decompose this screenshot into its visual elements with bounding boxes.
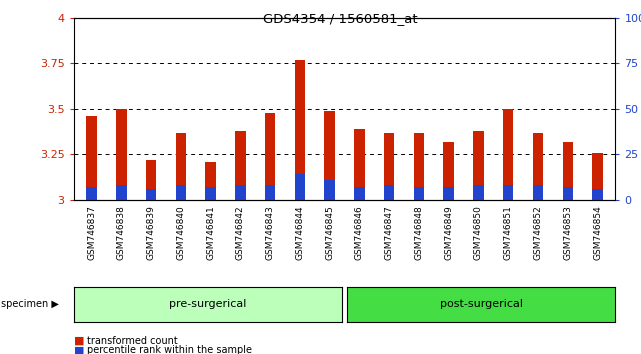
Bar: [592, 189, 603, 200]
Bar: [116, 185, 126, 200]
Text: pre-surgerical: pre-surgerical: [169, 299, 247, 309]
Text: GSM746837: GSM746837: [87, 206, 96, 261]
Bar: [146, 189, 156, 200]
Text: GSM746843: GSM746843: [265, 206, 274, 260]
Text: GSM746838: GSM746838: [117, 206, 126, 261]
Bar: [146, 160, 156, 200]
Bar: [563, 187, 573, 200]
Text: GSM746840: GSM746840: [176, 206, 185, 260]
Text: GSM746844: GSM746844: [296, 206, 304, 260]
Bar: [384, 132, 394, 200]
Bar: [295, 175, 305, 200]
Text: GSM746849: GSM746849: [444, 206, 453, 260]
Bar: [444, 142, 454, 200]
Text: GSM746847: GSM746847: [385, 206, 394, 260]
Text: GSM746851: GSM746851: [504, 206, 513, 261]
Bar: [116, 109, 126, 200]
Bar: [265, 113, 276, 200]
Bar: [503, 185, 513, 200]
Text: GSM746848: GSM746848: [415, 206, 424, 260]
Bar: [592, 153, 603, 200]
Text: GSM746852: GSM746852: [533, 206, 542, 260]
Bar: [444, 187, 454, 200]
Bar: [324, 180, 335, 200]
Bar: [354, 187, 365, 200]
Bar: [205, 187, 216, 200]
Bar: [235, 185, 246, 200]
Bar: [295, 59, 305, 200]
Bar: [413, 187, 424, 200]
Text: ■: ■: [74, 346, 84, 354]
Text: GSM746845: GSM746845: [325, 206, 334, 260]
Text: GSM746853: GSM746853: [563, 206, 572, 261]
Bar: [384, 185, 394, 200]
Bar: [473, 131, 484, 200]
Bar: [265, 185, 276, 200]
Text: ■: ■: [74, 336, 84, 346]
Text: GSM746842: GSM746842: [236, 206, 245, 260]
Bar: [413, 132, 424, 200]
Text: transformed count: transformed count: [87, 336, 178, 346]
Bar: [503, 109, 513, 200]
Bar: [87, 187, 97, 200]
Bar: [533, 132, 543, 200]
Bar: [354, 129, 365, 200]
Bar: [205, 162, 216, 200]
Bar: [473, 185, 484, 200]
Text: GSM746850: GSM746850: [474, 206, 483, 261]
Bar: [235, 131, 246, 200]
Text: post-surgerical: post-surgerical: [440, 299, 522, 309]
Bar: [533, 185, 543, 200]
Bar: [176, 132, 186, 200]
Text: specimen ▶: specimen ▶: [1, 299, 59, 309]
Bar: [563, 142, 573, 200]
Text: GSM746854: GSM746854: [593, 206, 602, 260]
Bar: [324, 111, 335, 200]
Text: percentile rank within the sample: percentile rank within the sample: [87, 346, 251, 354]
Text: GSM746846: GSM746846: [355, 206, 364, 260]
Text: GSM746839: GSM746839: [147, 206, 156, 261]
Bar: [87, 116, 97, 200]
Text: GDS4354 / 1560581_at: GDS4354 / 1560581_at: [263, 12, 418, 25]
Bar: [176, 185, 186, 200]
Text: GSM746841: GSM746841: [206, 206, 215, 260]
